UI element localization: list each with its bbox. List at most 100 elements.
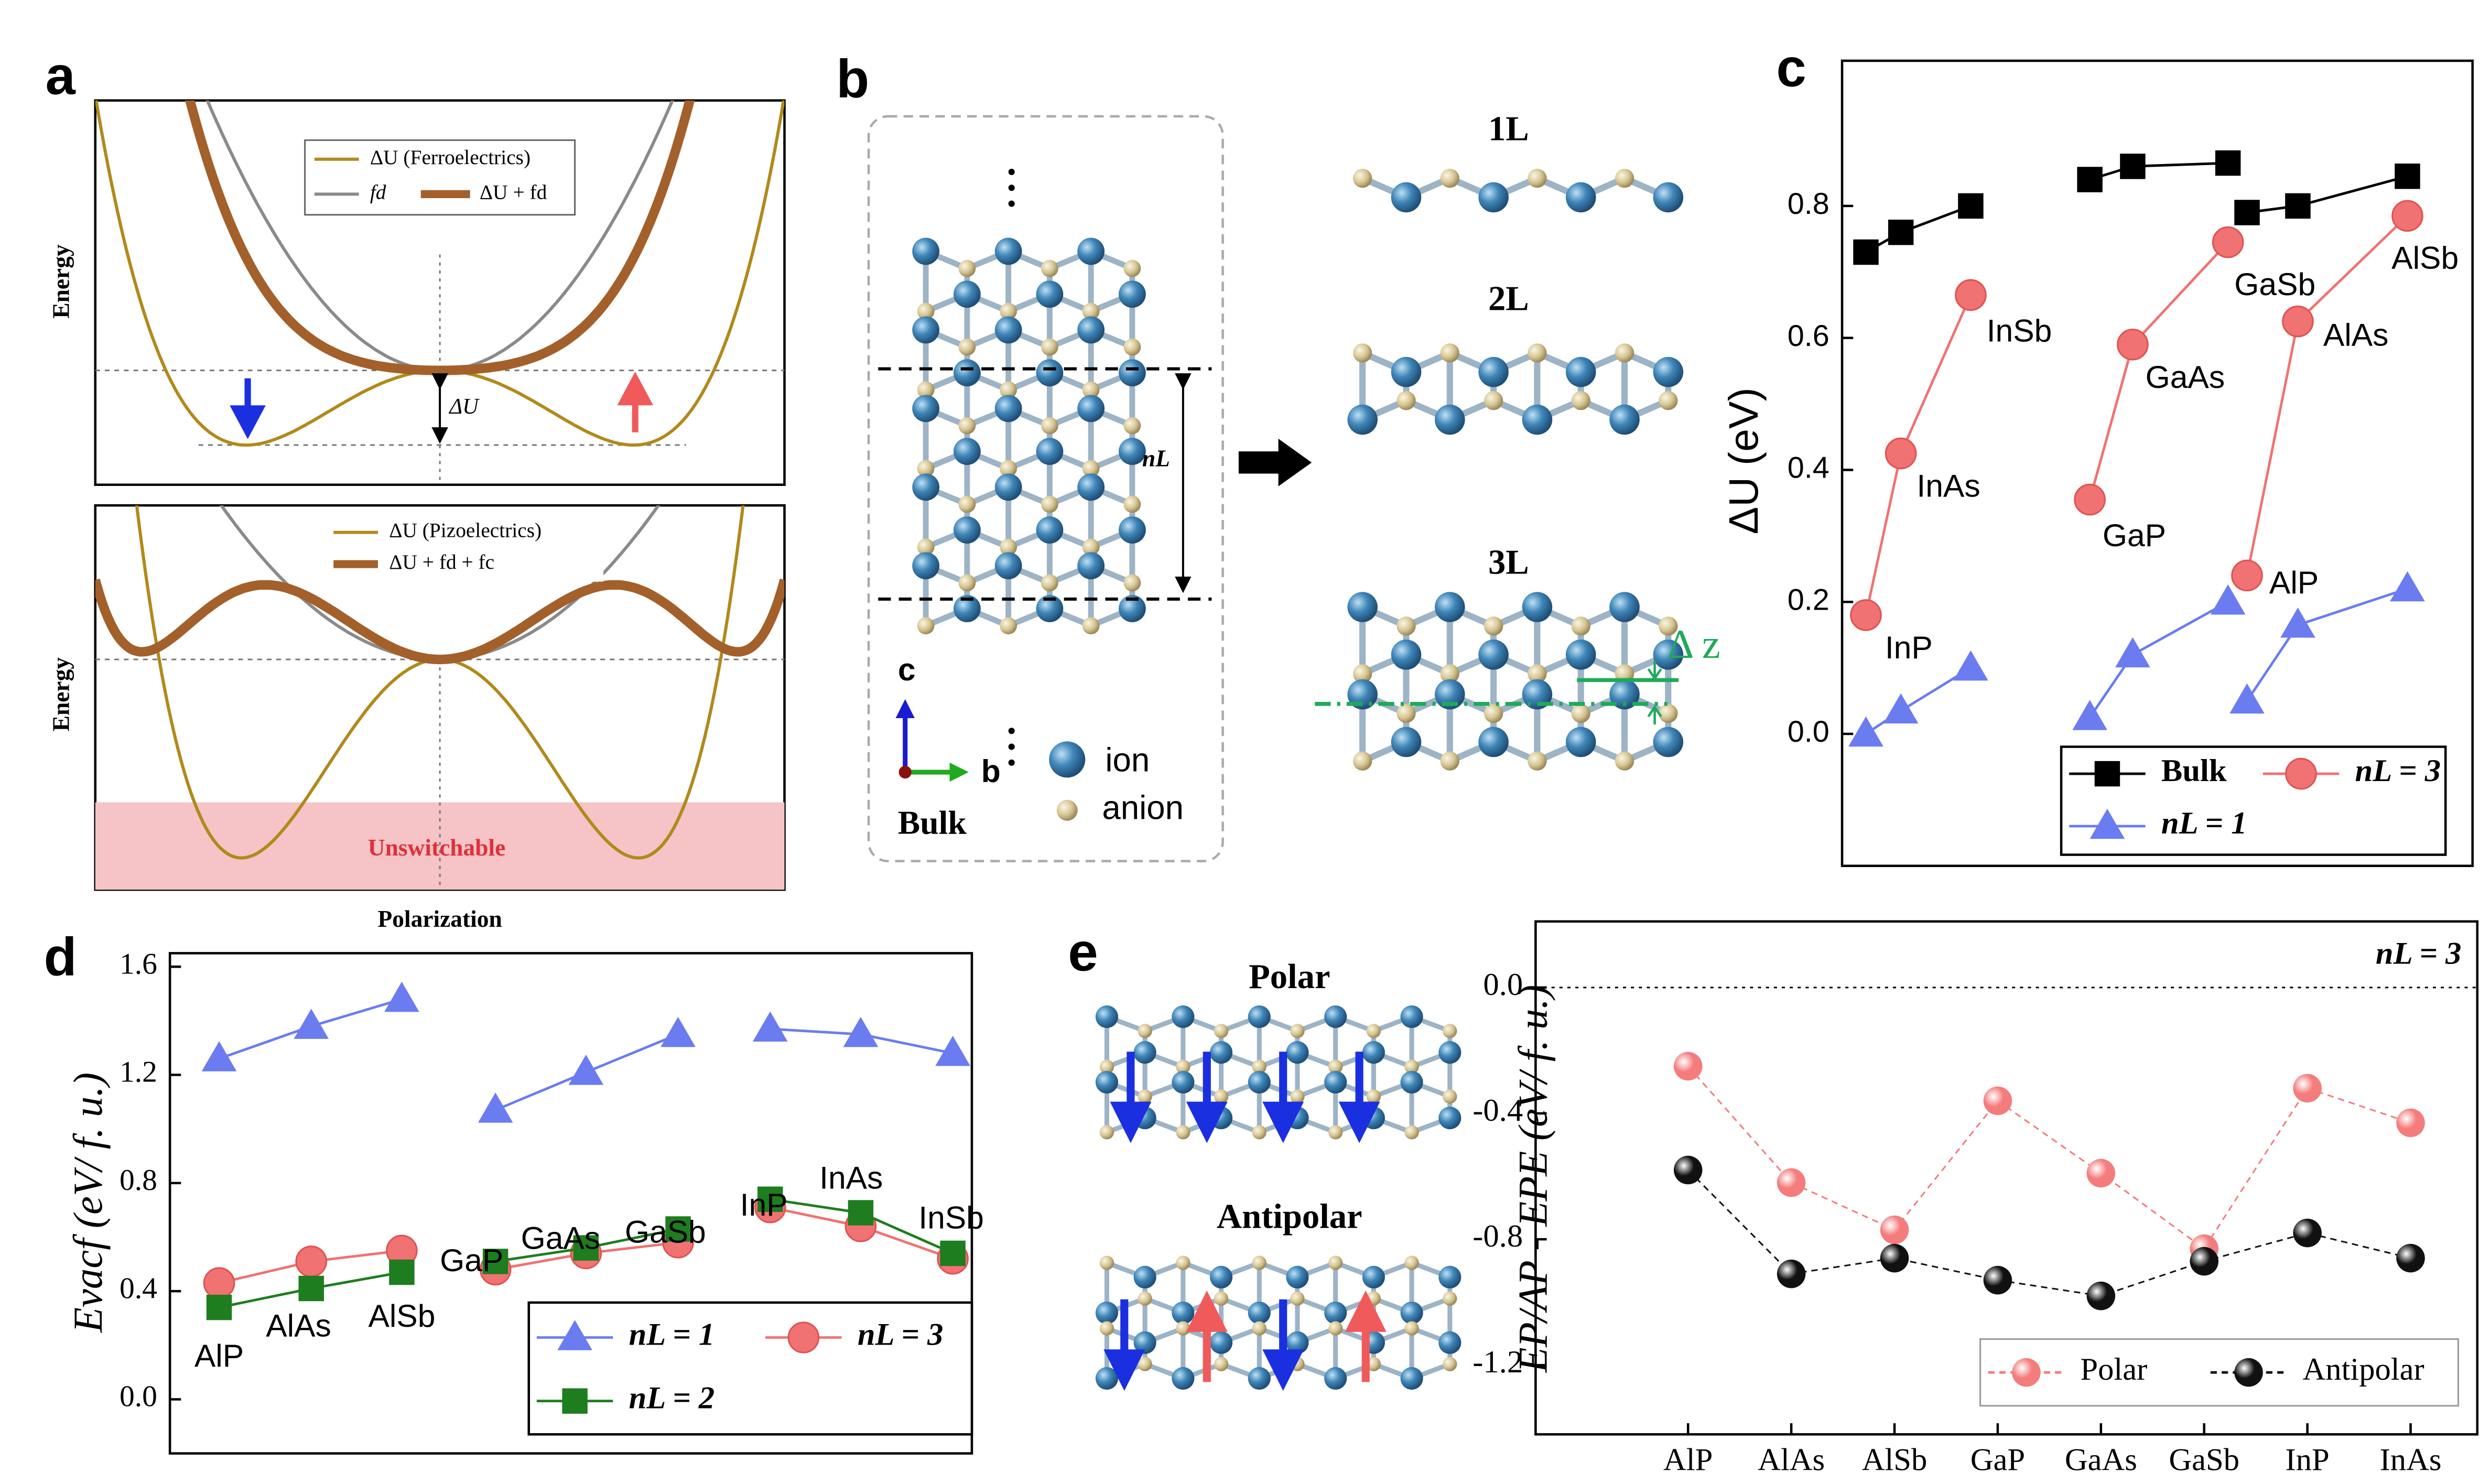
data-point <box>389 1259 415 1285</box>
anion-atom <box>1252 1059 1266 1074</box>
ion-atom <box>1209 1265 1233 1288</box>
ion-atom <box>1036 280 1064 308</box>
legend-label: Antipolar <box>2303 1352 2424 1387</box>
x-tick-label: AlP <box>1663 1443 1713 1478</box>
ion-atom <box>1209 1041 1233 1064</box>
ion-atom <box>1478 182 1509 213</box>
anion-atom <box>1123 495 1141 513</box>
data-point <box>2086 1281 2116 1310</box>
ion-atom <box>1095 1301 1119 1325</box>
ellipsis-dot <box>1008 728 1015 734</box>
anion-atom <box>1041 259 1058 277</box>
atom-legend: anion <box>1102 789 1184 827</box>
ellipsis-dot <box>1008 759 1015 766</box>
data-point <box>203 1267 235 1299</box>
anion-atom <box>1290 1024 1305 1038</box>
anion-atom <box>1571 616 1590 636</box>
ion-atom <box>1324 1367 1347 1390</box>
legend-label: ΔU + fd <box>480 180 547 203</box>
polar-arrow <box>617 371 654 432</box>
anion-atom <box>1041 495 1058 513</box>
data-point <box>2234 200 2260 225</box>
anion-atom <box>1659 391 1678 410</box>
point-label: InSb <box>918 1199 984 1235</box>
anion-atom <box>1123 574 1141 592</box>
legend-box <box>2060 745 2447 856</box>
data-point <box>940 1240 966 1266</box>
ion-atom <box>1391 182 1422 213</box>
data-point <box>2086 1158 2116 1188</box>
plot-frame <box>1534 920 2479 1436</box>
ion-atom <box>1172 1070 1195 1094</box>
schematic-frame <box>94 99 786 486</box>
bulk-frame <box>867 115 1224 862</box>
point-label: InSb <box>1987 313 2052 349</box>
ion-atom <box>1133 1265 1156 1288</box>
legend-marker <box>2285 757 2317 790</box>
dipole-arrow <box>1110 1052 1152 1143</box>
data-point <box>384 981 419 1012</box>
anion-atom <box>1396 616 1416 636</box>
anion-atom <box>1440 343 1459 363</box>
ion-atom <box>1362 1265 1385 1288</box>
dipole-arrow <box>1262 1299 1304 1391</box>
axis-label: Polarization <box>378 906 502 932</box>
anion-atom <box>1138 1024 1152 1038</box>
anion-atom <box>1099 1125 1114 1140</box>
anion-atom <box>1615 168 1634 188</box>
data-point <box>661 1016 696 1047</box>
anion-atom <box>1443 1291 1457 1306</box>
anion-atom <box>1000 617 1017 635</box>
anion-atom <box>958 495 976 513</box>
data-point <box>1888 219 1914 245</box>
point-label: AlSb <box>368 1298 435 1334</box>
ion-atom <box>1438 1265 1461 1288</box>
anion-atom <box>1000 460 1017 478</box>
dz-label: Δ z <box>1668 622 1720 667</box>
anion-atom <box>1082 538 1100 556</box>
data-point <box>2117 328 2149 361</box>
anion-atom <box>1290 1089 1305 1104</box>
data-point <box>1983 1265 2012 1295</box>
ion-atom <box>1522 592 1553 622</box>
data-point <box>1953 650 1988 681</box>
anion-atom <box>1484 391 1503 410</box>
legend-label: ΔU + fd + fc <box>389 550 494 573</box>
series-line <box>2247 175 2408 214</box>
ion-atom <box>1400 1005 1423 1028</box>
anion-atom <box>1352 751 1372 771</box>
anion-atom <box>1176 1059 1190 1074</box>
data-point <box>1958 193 1984 219</box>
anion-atom <box>1041 417 1058 435</box>
layer-title: 1L <box>1488 110 1529 148</box>
data-point <box>2229 683 2265 714</box>
data-point <box>848 1200 874 1226</box>
data-point <box>201 1041 237 1071</box>
x-tick-label: GaSb <box>2169 1443 2239 1478</box>
annotation: nL = 3 <box>2376 936 2462 971</box>
anion-atom <box>1252 1125 1266 1140</box>
data-point <box>2215 150 2241 176</box>
dipole-arrow <box>1345 1290 1387 1382</box>
anion-atom <box>1123 417 1141 435</box>
legend-marker <box>557 1320 592 1350</box>
ion-atom <box>1435 592 1465 622</box>
ion-atom <box>1653 727 1684 757</box>
ion-atom <box>1478 356 1509 387</box>
anion-atom <box>1443 1357 1457 1371</box>
data-point <box>2115 637 2150 668</box>
ion-atom <box>1438 1331 1461 1354</box>
ion-atom <box>1248 1367 1271 1390</box>
data-point <box>1880 1243 1909 1273</box>
point-label: InAs <box>1917 468 1980 504</box>
data-point <box>568 1055 604 1085</box>
anion-atom <box>1214 1357 1229 1371</box>
anion-atom <box>1099 1255 1114 1270</box>
top-curves <box>95 100 785 485</box>
anion-atom <box>917 538 935 556</box>
data-point <box>2074 483 2106 516</box>
point-label: GaP <box>440 1242 503 1278</box>
series-line <box>2088 601 2229 718</box>
anion-atom <box>1056 799 1078 821</box>
ion-atom <box>1077 316 1105 344</box>
